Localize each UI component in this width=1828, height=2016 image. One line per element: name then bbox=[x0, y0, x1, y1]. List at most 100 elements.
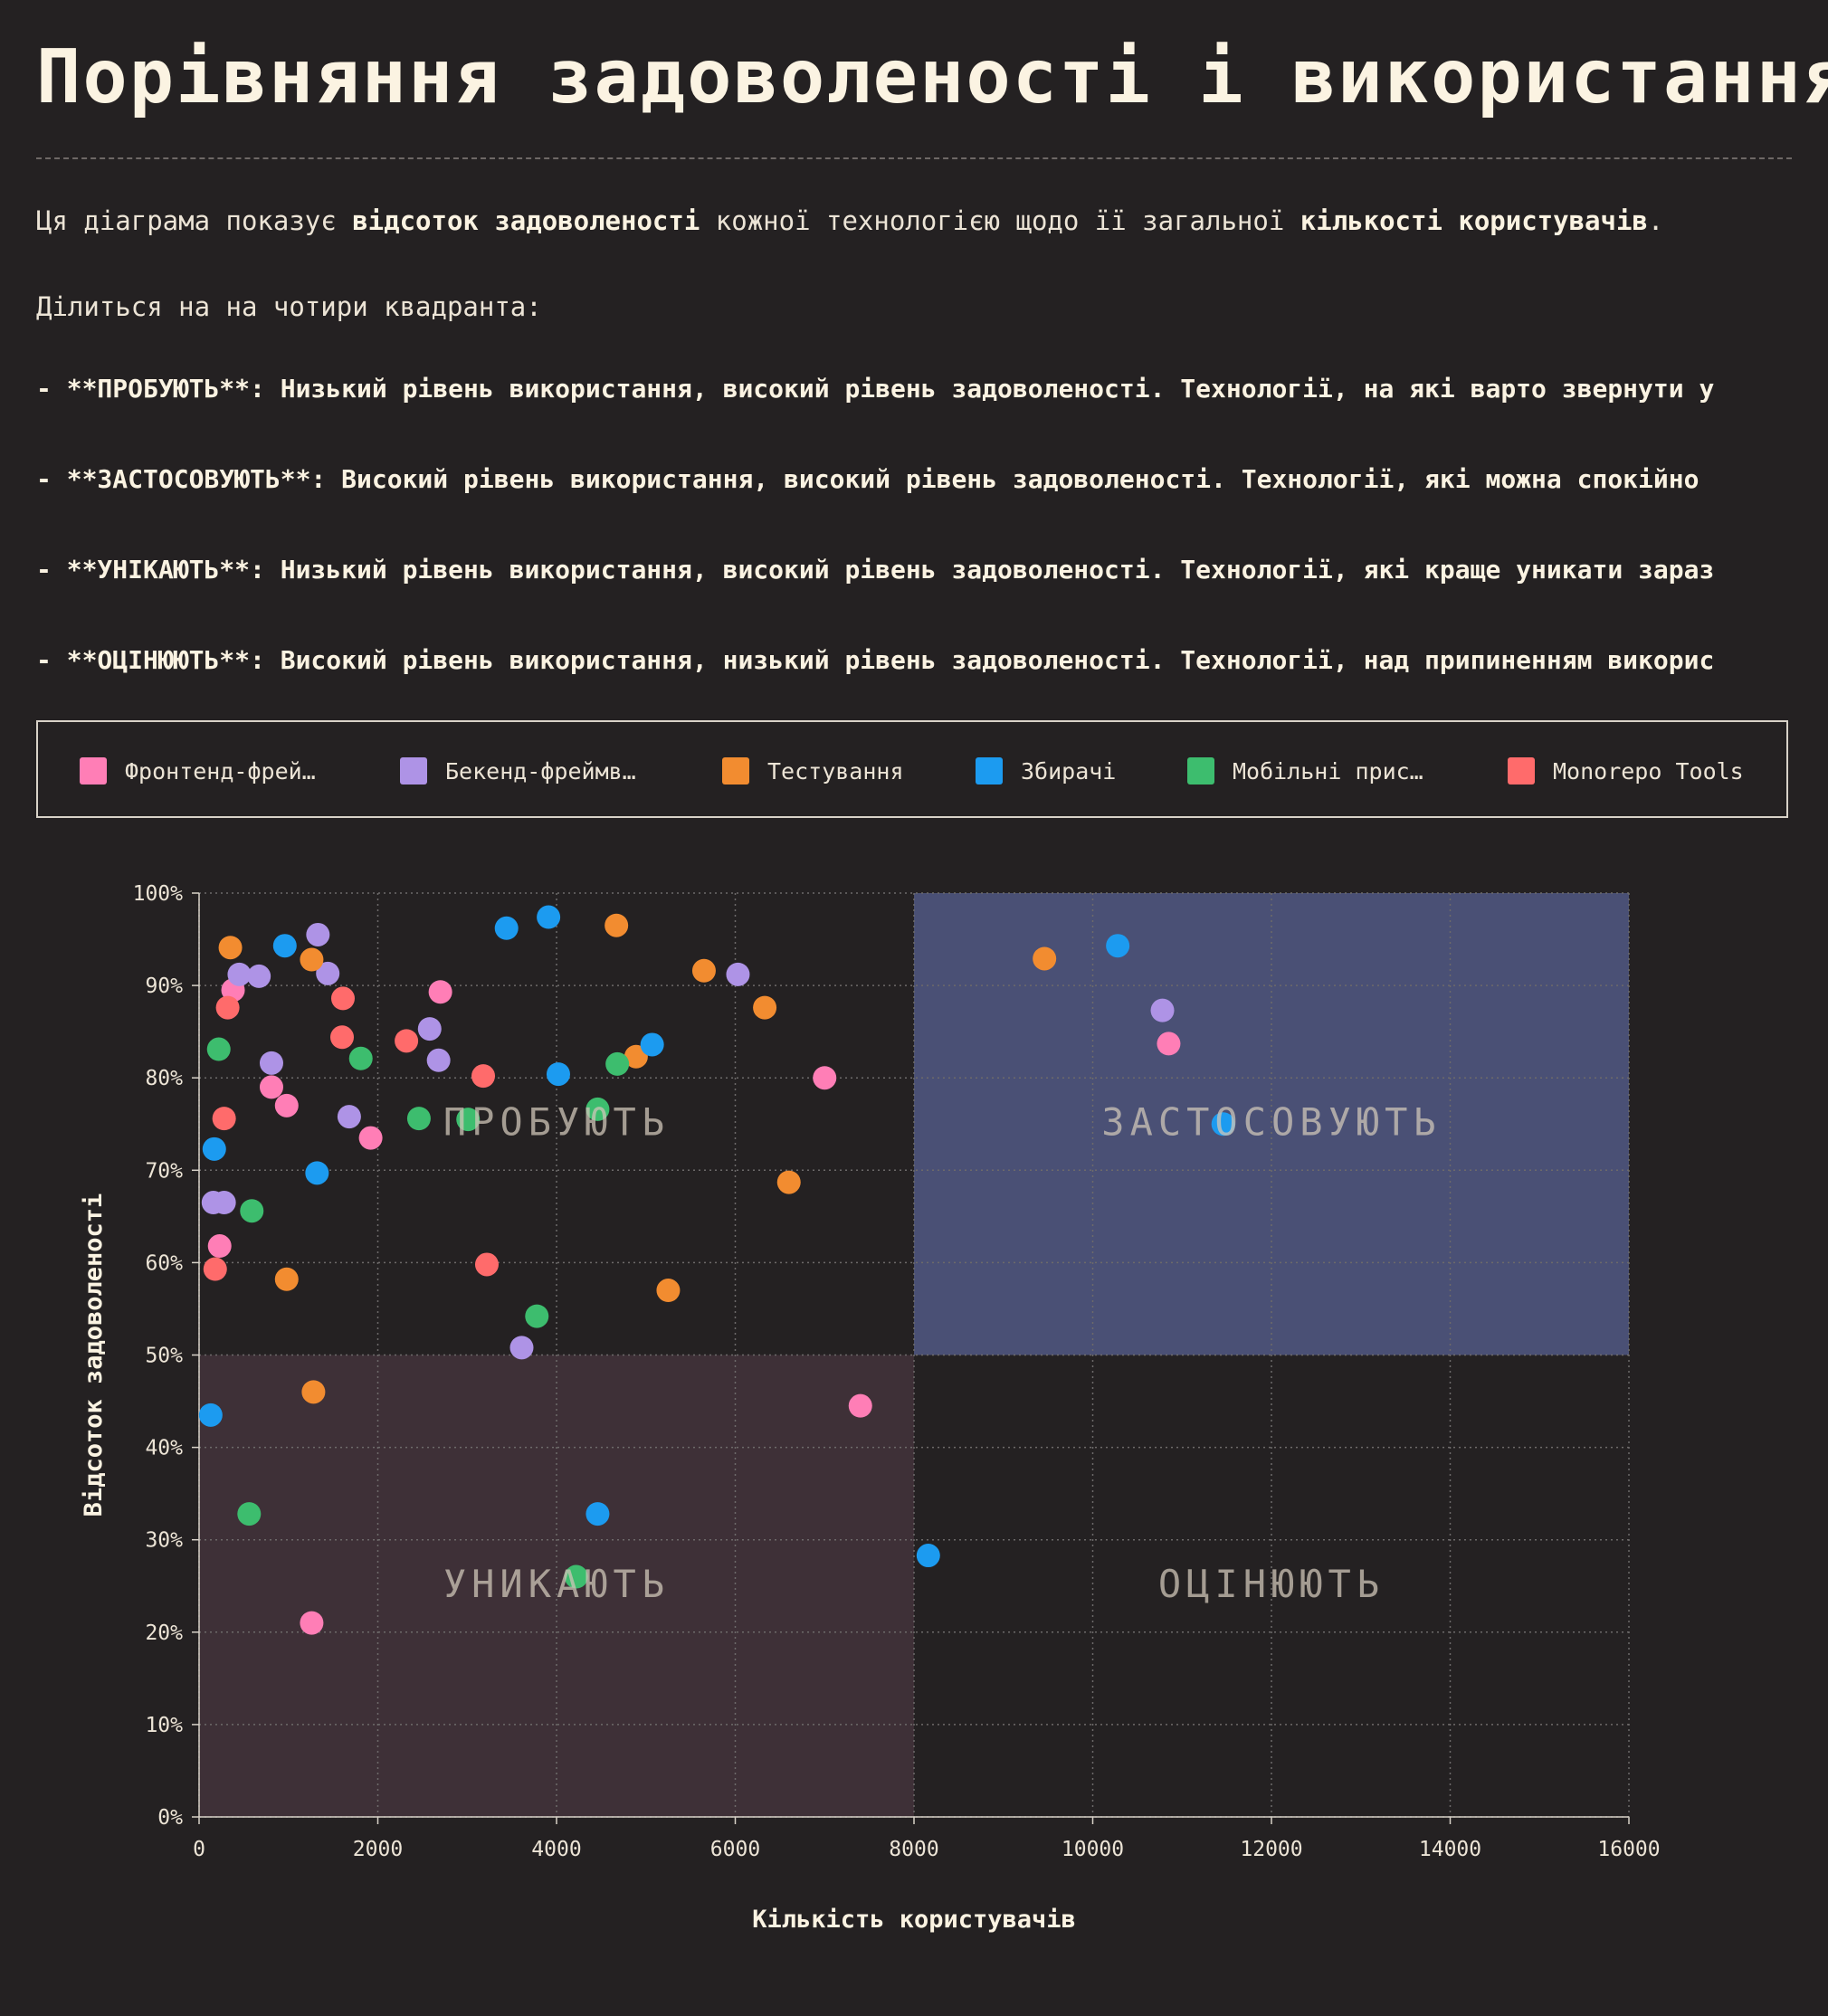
legend-item-backend[interactable]: Бекенд-фреймв… bbox=[400, 757, 636, 785]
y-axis-label: Відсоток задоволеності bbox=[80, 1193, 108, 1517]
intro-emphasis-satisfaction: відсоток задоволеності bbox=[352, 205, 700, 236]
data-point bbox=[605, 913, 629, 937]
data-point bbox=[1106, 934, 1130, 958]
quadrant-label: ПРОБУЮТЬ bbox=[443, 1099, 670, 1144]
y-tick-label: 10% bbox=[145, 1714, 183, 1737]
quadrant-label: УНИКАЮТЬ bbox=[443, 1562, 670, 1606]
data-point bbox=[586, 1097, 610, 1121]
x-tick-label: 12000 bbox=[1240, 1838, 1302, 1861]
x-axis-label: Кількість користувачів bbox=[752, 1906, 1076, 1934]
data-point bbox=[640, 1032, 664, 1057]
data-point bbox=[203, 1257, 227, 1281]
y-tick-label: 80% bbox=[145, 1067, 183, 1090]
intro-emphasis-users: кількості користувачів bbox=[1300, 205, 1648, 236]
data-point bbox=[726, 962, 750, 986]
legend-swatch bbox=[400, 757, 427, 785]
quadrant-description-try: - **ПРОБУЮТЬ**: Низький рівень використа… bbox=[36, 374, 1715, 404]
data-point bbox=[337, 1105, 361, 1129]
data-point bbox=[474, 1252, 499, 1277]
legend-label: Monorepo Tools bbox=[1553, 757, 1744, 785]
data-point bbox=[215, 995, 240, 1020]
x-tick-label: 14000 bbox=[1419, 1838, 1481, 1861]
data-point bbox=[406, 1107, 431, 1131]
data-point bbox=[494, 916, 519, 940]
data-point bbox=[305, 1161, 329, 1185]
data-point bbox=[813, 1066, 837, 1090]
data-point bbox=[426, 1048, 451, 1072]
y-tick-label: 50% bbox=[145, 1345, 183, 1368]
legend-label: Тестування bbox=[767, 757, 904, 785]
y-tick-label: 30% bbox=[145, 1529, 183, 1553]
data-point bbox=[306, 922, 330, 946]
x-tick-label: 16000 bbox=[1597, 1838, 1660, 1861]
x-tick-label: 6000 bbox=[710, 1838, 760, 1861]
data-point bbox=[471, 1064, 496, 1089]
data-point bbox=[656, 1279, 681, 1303]
data-point bbox=[330, 1025, 354, 1050]
y-tick-label: 40% bbox=[145, 1437, 183, 1460]
data-point bbox=[1211, 1112, 1235, 1136]
data-point bbox=[848, 1393, 872, 1418]
data-point bbox=[207, 1234, 232, 1259]
legend-swatch bbox=[976, 757, 1003, 785]
quadrant-description-adopt: - **ЗАСТОСОВУЮТЬ**: Високий рівень викор… bbox=[36, 464, 1699, 494]
data-point bbox=[316, 961, 340, 985]
quadrant-label: ОЦІНЮЮТЬ bbox=[1158, 1562, 1385, 1606]
chart-legend: Фронтенд-фрей… Бекенд-фреймв… Тестування… bbox=[36, 720, 1788, 818]
data-point bbox=[330, 986, 355, 1011]
legend-item-bundlers[interactable]: Збирачі bbox=[976, 757, 1116, 785]
data-point bbox=[240, 1199, 264, 1223]
data-point bbox=[227, 962, 252, 986]
data-point bbox=[300, 947, 324, 972]
x-tick-label: 8000 bbox=[889, 1838, 938, 1861]
legend-item-frontend[interactable]: Фронтенд-фрей… bbox=[80, 757, 316, 785]
page-title: Порівняння задоволеності і використання bbox=[36, 34, 1828, 120]
y-tick-label: 70% bbox=[145, 1159, 183, 1183]
data-point bbox=[218, 936, 243, 960]
legend-label: Фронтенд-фрей… bbox=[125, 757, 316, 785]
data-point bbox=[537, 905, 561, 929]
data-point bbox=[202, 1136, 226, 1161]
intro-text-part: . bbox=[1647, 205, 1664, 236]
data-point bbox=[1033, 946, 1057, 971]
legend-swatch bbox=[722, 757, 749, 785]
data-point bbox=[301, 1380, 326, 1404]
quadrant-label: ЗАСТОСОВУЮТЬ bbox=[1101, 1099, 1441, 1144]
quadrant-description-assess: - **ОЦІНЮЮТЬ**: Високий рівень використа… bbox=[36, 645, 1715, 675]
data-point bbox=[753, 995, 777, 1020]
data-point bbox=[274, 1093, 299, 1117]
legend-label: Збирачі bbox=[1021, 757, 1117, 785]
data-point bbox=[691, 958, 716, 983]
data-point bbox=[212, 1107, 236, 1131]
data-point bbox=[624, 1044, 648, 1069]
data-point bbox=[395, 1029, 419, 1053]
data-point bbox=[212, 1191, 236, 1215]
legend-swatch bbox=[1508, 757, 1535, 785]
legend-item-monorepo[interactable]: Monorepo Tools bbox=[1508, 757, 1744, 785]
data-point bbox=[916, 1544, 940, 1568]
y-tick-label: 20% bbox=[145, 1621, 183, 1645]
x-tick-label: 2000 bbox=[353, 1838, 403, 1861]
legend-item-mobile[interactable]: Мобільні прис… bbox=[1187, 757, 1423, 785]
data-point bbox=[259, 1051, 283, 1075]
intro-text: Ця діаграма показує відсоток задоволенос… bbox=[36, 205, 1663, 236]
data-point bbox=[259, 1075, 283, 1099]
data-point bbox=[1157, 1032, 1181, 1056]
data-point bbox=[358, 1126, 383, 1150]
data-point bbox=[1150, 998, 1175, 1022]
data-point bbox=[237, 1502, 262, 1526]
data-point bbox=[417, 1017, 442, 1041]
legend-item-testing[interactable]: Тестування bbox=[722, 757, 904, 785]
data-point bbox=[605, 1051, 630, 1076]
data-point bbox=[274, 1267, 299, 1291]
data-point bbox=[776, 1170, 801, 1194]
quadrant-description-avoid: - **УНІКАЮТЬ**: Низький рівень використа… bbox=[36, 555, 1715, 585]
legend-label: Бекенд-фреймв… bbox=[445, 757, 636, 785]
x-tick-label: 4000 bbox=[531, 1838, 581, 1861]
data-point bbox=[509, 1336, 534, 1360]
data-point bbox=[428, 980, 452, 1004]
intro-quadrants-text: Ділиться на на чотири квадранта: bbox=[36, 291, 542, 322]
y-tick-label: 60% bbox=[145, 1251, 183, 1275]
y-tick-label: 90% bbox=[145, 975, 183, 998]
